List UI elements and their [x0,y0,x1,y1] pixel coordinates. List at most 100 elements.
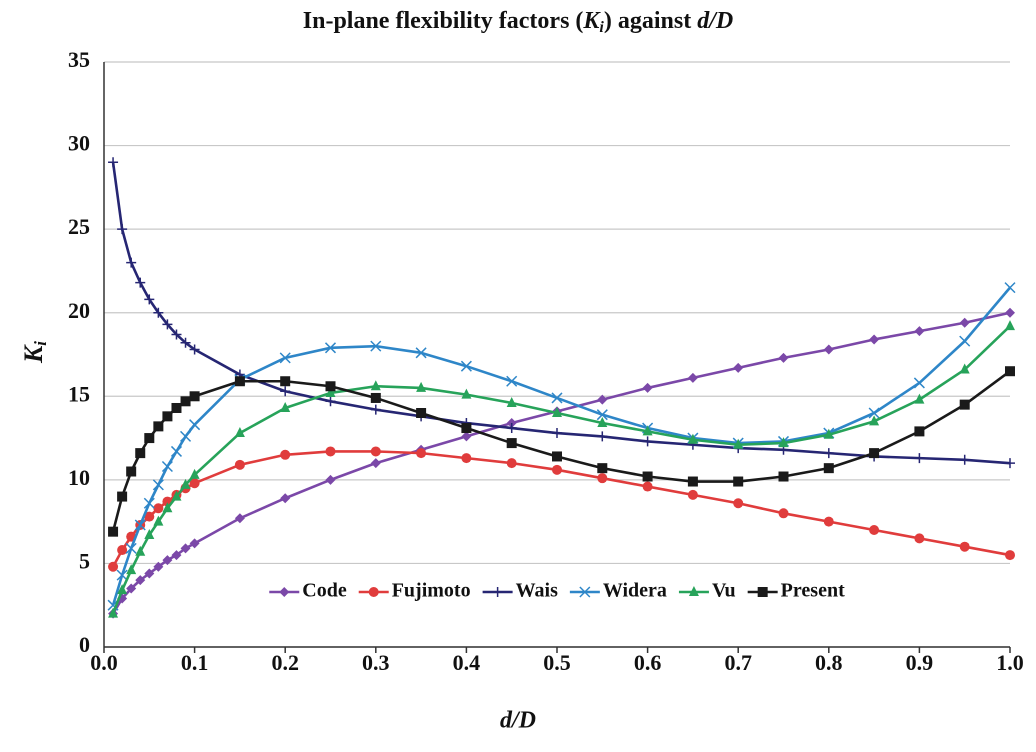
marker [642,436,653,447]
marker [959,335,971,347]
marker [506,375,518,387]
marker [579,586,591,598]
legend-label: Code [302,580,347,602]
y-tick-label: 25 [68,214,90,239]
marker [189,538,200,549]
marker [161,460,173,473]
marker [778,471,789,482]
x-tick-label: 0.4 [453,650,481,675]
marker [134,519,146,531]
marker [461,423,472,434]
marker [171,402,182,413]
marker [370,380,381,391]
marker [733,476,744,487]
x-tick-label: 1.0 [996,650,1024,675]
marker [778,352,789,363]
marker [823,448,834,459]
series-line [111,286,1011,606]
title-run: d/D [697,8,733,34]
marker [461,388,472,399]
marker [108,561,119,572]
marker [778,508,789,519]
marker [687,476,698,487]
marker [144,568,155,579]
y-tick-label: 35 [68,47,90,72]
series-line [111,370,1011,532]
marker [279,352,291,364]
marker [162,411,173,422]
marker [279,587,290,597]
marker [914,326,925,337]
marker [823,428,834,439]
marker [125,542,137,554]
marker [642,481,653,492]
series-line [111,311,1011,615]
marker [506,438,517,449]
marker [126,466,137,477]
marker [108,157,119,168]
marker [325,474,336,485]
marker [642,382,653,393]
marker [162,319,173,330]
marker [234,376,245,387]
marker [280,386,291,397]
marker [959,363,970,374]
marker [135,277,146,288]
marker [162,502,173,513]
marker [506,396,517,407]
marker [551,392,563,404]
marker [153,307,164,318]
marker [552,407,562,417]
marker [959,317,970,328]
marker [143,497,155,509]
x-tick-label: 0.3 [362,650,390,675]
marker [914,533,925,544]
marker [959,399,970,410]
marker [869,448,880,459]
marker [189,419,201,431]
marker [325,386,336,397]
y-tick-label: 30 [68,131,90,156]
marker [597,473,608,484]
marker [117,584,128,595]
marker [869,334,880,345]
marker [1005,307,1015,318]
marker [733,438,744,449]
marker [869,415,880,426]
marker [1005,550,1015,561]
legend-label: Wais [516,580,558,602]
y-tick-label: 0 [79,632,90,657]
marker [1005,366,1015,377]
marker [461,453,472,464]
x-tick-label: 0.2 [271,650,299,675]
marker [492,587,503,597]
marker [757,587,768,597]
ylabel-run: i [31,341,50,346]
marker [280,449,291,460]
marker [180,543,191,554]
marker [506,458,517,469]
marker [108,526,119,537]
marker [1004,282,1016,294]
marker [416,381,427,392]
x-tick-label: 0.5 [543,650,571,675]
marker [733,362,744,373]
marker [117,545,128,556]
title-run: ) against [604,8,697,34]
marker [597,463,608,474]
marker [552,464,562,475]
marker [180,478,191,489]
marker [135,545,146,556]
marker [144,294,155,305]
marker [597,431,608,442]
marker [153,421,164,432]
marker [126,257,137,268]
y-tick-label: 5 [79,548,90,573]
y-tick-label: 10 [68,465,90,490]
marker [687,433,698,444]
marker [823,344,834,355]
marker [325,446,336,457]
marker [153,515,164,526]
marker [733,498,744,509]
